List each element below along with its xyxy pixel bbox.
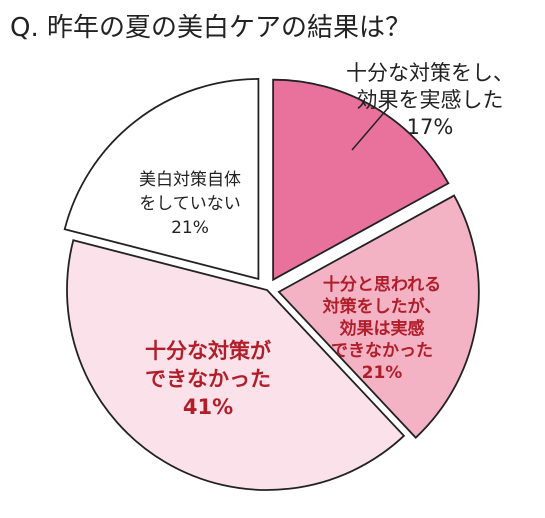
slice-label-line: 21% <box>171 218 209 238</box>
pie-slices <box>63 78 480 491</box>
slice-label-line: をしていない <box>139 194 241 214</box>
pie-slice <box>272 78 450 282</box>
slice-label-line: 十分と思われる <box>323 274 441 295</box>
slice-label-line: 十分な対策が <box>145 339 271 363</box>
slice-label: 十分な対策をし、効果を実感した 17% <box>346 61 514 139</box>
slice-label-line: できなかった <box>145 367 271 391</box>
pie-labels: 十分な対策をし、効果を実感した17%十分と思われる対策をしたが、効果は実感できな… <box>139 61 514 419</box>
slice-label-line: できなかった <box>331 341 433 361</box>
leader-line <box>351 107 389 151</box>
slice-label-line: 効果を実感した <box>357 88 504 112</box>
slice-label-line: 効果は実感 <box>340 318 425 339</box>
slice-label-line: 美白対策自体 <box>139 170 241 190</box>
slice-label-line: 41% <box>183 395 233 419</box>
slice-label-line: 対策をしたが、 <box>322 296 442 317</box>
chart-title: Q. 昨年の夏の美白ケアの結果は？ <box>10 13 411 43</box>
slice-label-line: 17% <box>407 115 454 139</box>
pie-slice <box>66 239 406 491</box>
slice-label-line: 十分な対策をし、 <box>346 61 514 85</box>
pie-slice <box>63 78 260 281</box>
slice-label-line: 21% <box>362 363 403 383</box>
pie-slice <box>277 194 480 439</box>
